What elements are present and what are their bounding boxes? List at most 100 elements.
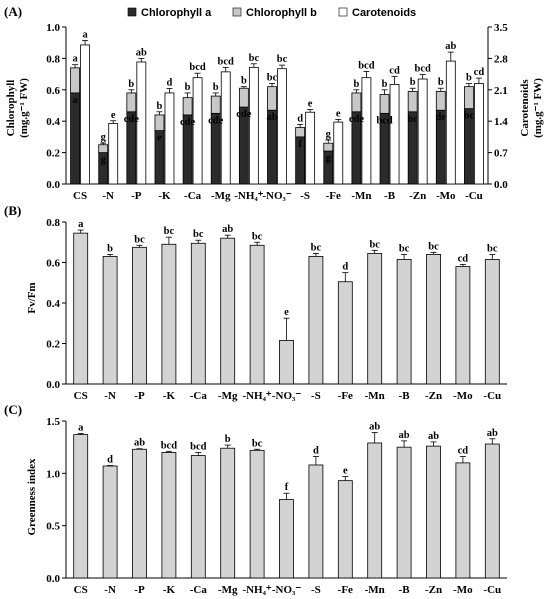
panel-c-letter-12: ab: [428, 431, 439, 442]
panel-a-xtick-label-10: -Mn: [351, 190, 371, 202]
panel-b-xtick-label-4: -Ca: [190, 390, 208, 402]
chl-b-bar-4: [182, 97, 193, 116]
panel-c-letter-6: bc: [252, 438, 263, 449]
panel-b-xtick-label-9: -Fe: [338, 390, 353, 402]
panel-b-xtick-label-13: -Mo: [453, 390, 473, 402]
chl-b-letter-8: d: [297, 113, 303, 124]
chl-b-letter-12: b: [410, 77, 416, 88]
panel-b-bar-10: [367, 252, 383, 385]
y-axis-title-c: Greenness index: [26, 458, 38, 536]
panel-c-xtick-label-8: -S: [311, 584, 321, 596]
y-axis-title-left: Chlorophyll (mg.g⁻¹ FW): [5, 78, 30, 138]
chl-a-letter-4: cde: [180, 117, 196, 128]
panel-c-bar-6: [249, 449, 265, 579]
panel-b-bar-8: [308, 256, 324, 385]
panel-b-letter-12: bc: [428, 241, 439, 252]
panel-c-letter-4: bcd: [190, 441, 207, 452]
panel-b-ytick-label-3: 0.6: [46, 258, 60, 270]
carotenoid-bar-11: [389, 84, 400, 185]
chl-b-bar-14: [464, 86, 474, 110]
panel-c-xtick-label-13: -Mo: [453, 584, 473, 596]
carotenoid-bar-14: [474, 83, 484, 185]
panel-b-letter-2: bc: [134, 234, 145, 245]
panel-a-xtick-label-11: -B: [384, 190, 396, 202]
panel-b-xtick-label-1: -N: [104, 390, 116, 402]
panel-a-xtick-label-2: -P: [131, 190, 142, 202]
chl-b-letter-13: b: [438, 77, 444, 88]
panel-c-letter-0: a: [78, 423, 84, 434]
chl-b-bar-2: [126, 92, 137, 113]
chl-a-bar-0: [70, 92, 80, 185]
panel-c-letter-3: bcd: [161, 440, 178, 451]
carotenoid-bar-6: [248, 66, 259, 185]
panel-c-ytick-label-1: 0.5: [46, 521, 60, 533]
chl-b-bar-11: [379, 94, 390, 114]
panel-c-bar-9: [337, 480, 353, 579]
chl-b-bar-3: [154, 114, 165, 132]
panel-a-ytick-label-1: 0.2: [46, 148, 60, 160]
panel-c-bar-7: [279, 499, 294, 579]
chl-b-bar-8: [295, 127, 306, 138]
chl-a-letter-13: de: [436, 112, 447, 123]
panel-a-ytick-label-5: 1.0: [46, 22, 60, 34]
panel-c-letter-10: ab: [369, 422, 380, 433]
carotenoid-letter-0: a: [82, 29, 88, 40]
panel-b-ytick-label-2: 0.4: [46, 298, 60, 310]
panel-b-letter-3: bc: [164, 226, 175, 237]
panel-b-label: (B): [4, 203, 21, 218]
panel-c-xtick-label-5: -Mg: [218, 584, 238, 596]
panel-c-plot: 0.0 0.5 1.0 1.5 CS -N -P -K -Ca -Mg -NH₄⁺ -NO₃⁻ -S -F…: [46, 416, 507, 596]
panel-c-letter-13: cd: [458, 446, 469, 457]
chl-b-letter-10: b: [353, 79, 359, 90]
panel-c-xtick-label-2: -P: [134, 584, 145, 596]
panel-a-y2tick-label-3: 2.1: [494, 85, 508, 97]
panel-a-xtick-label-4: -Ca: [184, 190, 202, 202]
panel-a-xtick-label-7: -NO₃⁻: [262, 190, 291, 202]
panel-a-label: (A): [4, 4, 22, 19]
panel-b-letter-13: cd: [458, 254, 469, 265]
panel-a-xtick-label-0: CS: [73, 190, 87, 202]
chl-a-letter-9: g: [326, 153, 332, 164]
chl-b-bar-9: [323, 142, 334, 152]
panel-c-xtick-label-0: CS: [74, 584, 88, 596]
panel-c-letter-14: ab: [487, 428, 498, 439]
panel-b-bar-1: [102, 256, 118, 385]
panel-b-xtick-label-2: -P: [134, 390, 145, 402]
panel-c-letter-8: d: [313, 446, 319, 457]
carotenoid-letter-14: cd: [474, 67, 485, 78]
panel-b-bar-3: [161, 243, 177, 385]
panel-c-xtick-label-1: -N: [104, 584, 116, 596]
legend: Chlorophyll a Chlorophyll b Carotenoids: [127, 7, 416, 19]
panel-a-plot: 0.0 0.2 0.4 0.6 0.8 1.0 0.0 0.7 1.4 2.1 2.8 3.5 CS -N…: [46, 22, 508, 202]
chl-b-letter-9: g: [326, 129, 332, 140]
chl-a-letter-12: bc: [407, 114, 418, 125]
chl-b-bar-5: [210, 95, 221, 114]
panel-c-bar-4: [190, 455, 206, 579]
panel-b-letter-5: ab: [222, 224, 233, 235]
carotenoid-bar-4: [192, 77, 203, 185]
carotenoid-letter-11: cd: [389, 65, 400, 76]
carotenoid-bar-12: [417, 78, 428, 185]
panel-a-xtick-label-6: -NH₄⁺: [234, 190, 263, 202]
panel-b-letter-6: bc: [252, 231, 263, 242]
panel-c-xtick-label-14: -Cu: [483, 584, 501, 596]
y-axis-title-right-line1: Carotenoids: [519, 79, 531, 137]
carotenoid-letter-8: e: [308, 99, 313, 110]
chl-b-bar-0: [70, 67, 80, 94]
panel-c-xtick-label-11: -B: [399, 584, 411, 596]
chl-b-bar-10: [351, 92, 362, 113]
chl-b-bar-7: [267, 86, 277, 111]
panel-a-ytick-label-2: 0.4: [46, 116, 60, 128]
panel-b: (B) Fv/Fm 0.00.20.40.60.8CS -N -P -K -Ca -Mg -…: [4, 203, 507, 402]
panel-c-label: (C): [4, 402, 22, 417]
panel-a-xtick-label-14: -Cu: [465, 190, 483, 202]
panel-a-xtick-label-13: -Mo: [436, 190, 456, 202]
carotenoid-bar-1: [108, 123, 119, 185]
carotenoid-bar-10: [361, 77, 372, 185]
legend-swatch-chl-a: [127, 7, 137, 17]
panel-b-bar-9: [337, 281, 353, 385]
panel-b-ytick-label-4: 0.8: [46, 217, 60, 229]
chl-a-letter-2: cde: [124, 114, 140, 125]
carotenoid-bar-13: [445, 60, 456, 185]
